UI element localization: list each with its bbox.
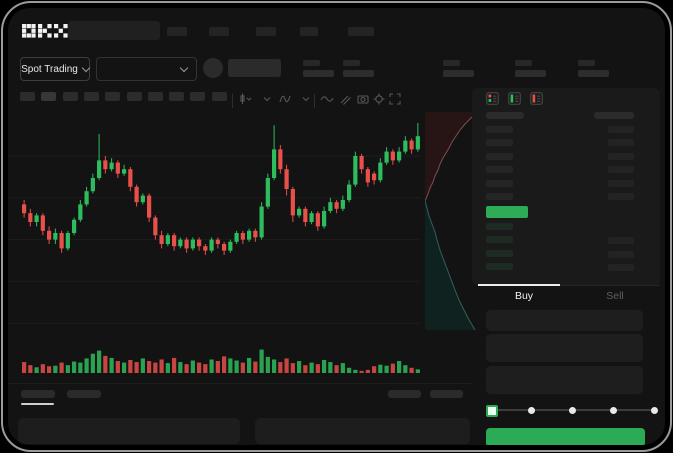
stat-value-placeholder — [343, 70, 374, 77]
interval-button-placeholder[interactable] — [20, 92, 35, 101]
interval-button-placeholder[interactable] — [147, 92, 163, 101]
ask-amount-placeholder — [608, 179, 634, 187]
history-table-placeholder — [255, 418, 470, 444]
stat-label-placeholder — [578, 60, 595, 66]
total-input-placeholder[interactable] — [486, 366, 643, 394]
toolbar-divider — [232, 94, 233, 108]
stat-value-placeholder — [303, 70, 334, 77]
amount-input-placeholder[interactable] — [486, 334, 643, 362]
bid-price-placeholder[interactable] — [486, 250, 513, 257]
nav-item-placeholder[interactable] — [167, 27, 187, 36]
stat-label-placeholder — [515, 60, 532, 66]
settings-gear-icon[interactable] — [372, 92, 386, 106]
interval-button-placeholder[interactable] — [169, 92, 185, 101]
chevron-down-icon — [179, 63, 189, 72]
slider-stop-dot[interactable] — [528, 406, 536, 414]
okx-logo — [22, 24, 68, 38]
ask-amount-placeholder — [608, 166, 634, 174]
book-split-view-icon[interactable] — [486, 92, 499, 105]
nav-item-placeholder[interactable] — [348, 27, 374, 36]
stat-value-placeholder — [443, 70, 474, 77]
bottom-action-button-1[interactable] — [388, 390, 421, 398]
orders-table-placeholder — [18, 418, 240, 444]
header-search-placeholder[interactable] — [68, 21, 160, 40]
ask-price-placeholder[interactable] — [486, 193, 513, 200]
book-asks-view-icon[interactable] — [530, 92, 543, 105]
candle-type-icon[interactable] — [239, 92, 253, 106]
interval-button-placeholder[interactable] — [41, 92, 57, 101]
slider-handle[interactable] — [486, 405, 498, 417]
pair-name-placeholder — [228, 59, 281, 77]
bottom-active-tab-underline — [21, 403, 54, 405]
camera-icon[interactable] — [356, 92, 370, 106]
tab-sell[interactable]: Sell — [606, 290, 624, 302]
chevron-down-icon[interactable] — [299, 92, 313, 106]
interval-button-placeholder[interactable] — [190, 92, 206, 101]
ask-amount-placeholder — [608, 126, 634, 133]
last-price-highlight[interactable] — [486, 206, 528, 218]
ask-price-placeholder[interactable] — [486, 166, 513, 174]
depth-chart — [425, 111, 479, 331]
market-type-label: Spot Trading — [21, 63, 78, 75]
stat-label-placeholder — [343, 60, 360, 66]
pencil-icon[interactable] — [338, 92, 352, 106]
bottom-tab-1[interactable] — [21, 390, 55, 398]
bid-amount-placeholder — [608, 251, 634, 258]
stat-label-placeholder — [443, 60, 460, 66]
chevron-down-icon[interactable] — [260, 92, 274, 106]
ask-price-placeholder[interactable] — [486, 179, 513, 187]
slider-stop-dot[interactable] — [609, 406, 617, 414]
coin-icon — [203, 58, 223, 78]
bid-price-placeholder[interactable] — [486, 263, 513, 270]
nav-item-placeholder[interactable] — [256, 27, 276, 36]
interval-button-placeholder[interactable] — [62, 92, 78, 101]
market-type-selector[interactable]: Spot Trading — [20, 57, 91, 81]
bottom-tab-2[interactable] — [67, 390, 101, 398]
app-screen: Spot Trading Buy Sell — [8, 8, 665, 445]
buy-submit-button[interactable] — [486, 428, 645, 445]
wave-line-icon[interactable] — [320, 92, 334, 106]
ask-price-placeholder[interactable] — [486, 126, 513, 133]
bid-price-placeholder[interactable] — [486, 236, 513, 243]
bid-amount-placeholder — [608, 264, 634, 271]
chevron-down-icon — [81, 63, 91, 72]
interval-button-placeholder[interactable] — [105, 92, 121, 101]
bottom-action-button-2[interactable] — [430, 390, 463, 398]
candlestick-chart[interactable] — [8, 108, 424, 380]
orderbook-header-amount — [594, 112, 634, 119]
fullscreen-icon[interactable] — [388, 92, 402, 106]
interval-button-placeholder[interactable] — [211, 92, 227, 101]
pair-selector[interactable] — [96, 57, 197, 81]
toolbar-divider — [314, 94, 315, 108]
orderbook-header-price — [486, 112, 524, 119]
slider-stop-dot[interactable] — [650, 406, 658, 414]
nav-item-placeholder[interactable] — [300, 27, 318, 36]
stat-value-placeholder — [515, 70, 546, 77]
ask-amount-placeholder — [608, 139, 634, 147]
tab-buy[interactable]: Buy — [514, 290, 534, 302]
ask-amount-placeholder — [608, 152, 634, 160]
active-tab-indicator — [478, 284, 560, 286]
bottom-divider — [8, 383, 473, 384]
ask-price-placeholder[interactable] — [486, 139, 513, 147]
price-input-placeholder[interactable] — [486, 310, 643, 331]
interval-button-placeholder[interactable] — [83, 92, 99, 101]
ask-price-placeholder[interactable] — [486, 152, 513, 160]
tab-divider — [478, 285, 660, 286]
ask-amount-placeholder — [608, 193, 634, 200]
book-bids-view-icon[interactable] — [508, 92, 521, 105]
indicators-icon[interactable] — [278, 92, 292, 106]
stat-label-placeholder — [303, 60, 320, 66]
stat-value-placeholder — [578, 70, 609, 77]
bid-price-placeholder[interactable] — [486, 223, 513, 230]
nav-item-placeholder[interactable] — [209, 27, 229, 36]
bid-amount-placeholder — [608, 237, 634, 244]
interval-button-placeholder[interactable] — [126, 92, 142, 101]
slider-stop-dot[interactable] — [569, 406, 576, 414]
